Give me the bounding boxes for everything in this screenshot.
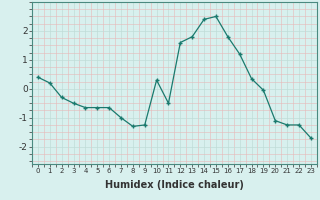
X-axis label: Humidex (Indice chaleur): Humidex (Indice chaleur) [105,180,244,190]
